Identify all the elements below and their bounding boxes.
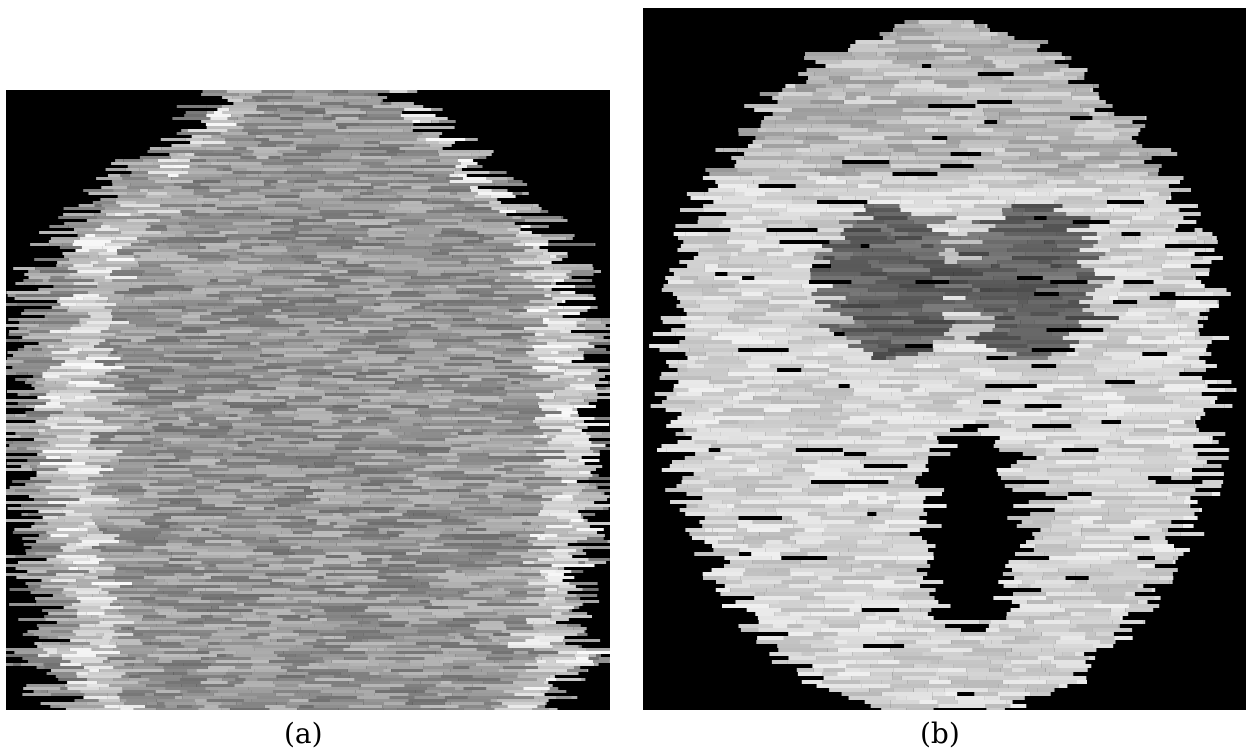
caption-a: (a)	[284, 717, 323, 750]
caption-b: (b)	[920, 717, 960, 750]
scan-a-canvas	[6, 90, 610, 710]
scan-b-canvas	[649, 20, 1237, 710]
brain-scan-image-b	[643, 8, 1246, 710]
brain-scan-image-a	[6, 90, 610, 710]
